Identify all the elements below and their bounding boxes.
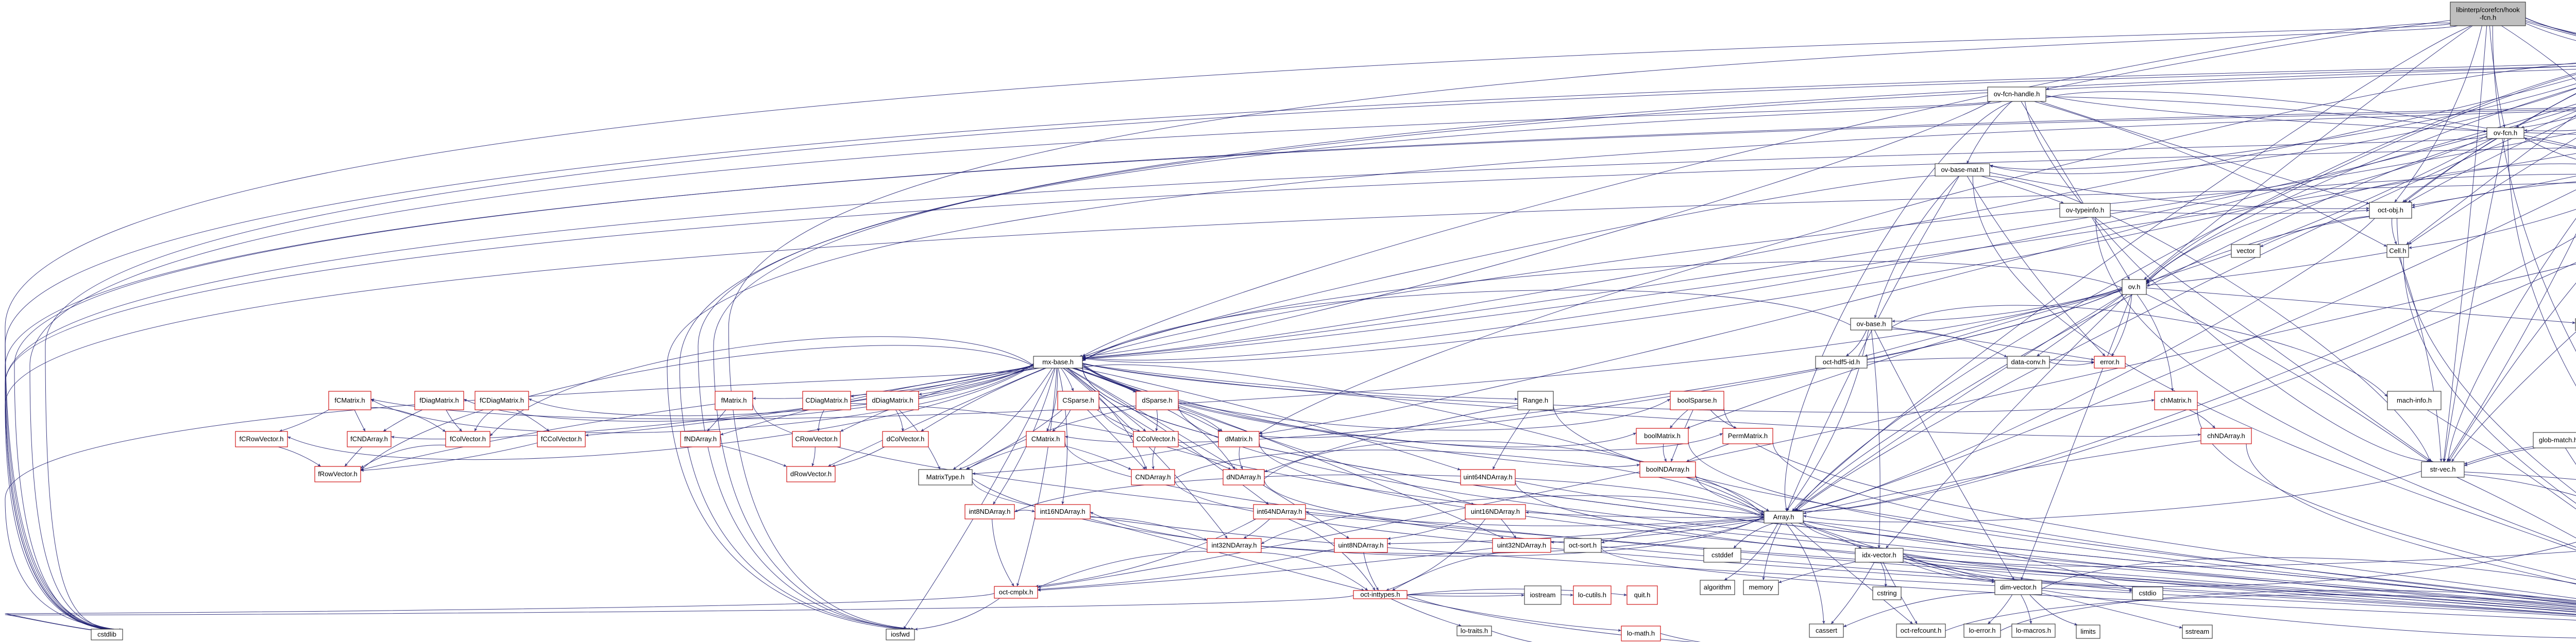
svg-text:dMatrix.h: dMatrix.h	[1225, 435, 1252, 443]
svg-text:algorithm: algorithm	[1704, 583, 1731, 591]
svg-text:CColVector.h: CColVector.h	[1137, 435, 1176, 443]
svg-text:iostream: iostream	[1530, 591, 1556, 599]
svg-text:dNDArray.h: dNDArray.h	[1227, 473, 1261, 481]
svg-text:oct-refcount.h: oct-refcount.h	[1901, 627, 1942, 634]
svg-text:int8NDArray.h: int8NDArray.h	[969, 508, 1011, 515]
svg-text:cstdlib: cstdlib	[97, 631, 116, 638]
svg-text:ov-fcn.h: ov-fcn.h	[2494, 129, 2517, 137]
svg-text:int64NDArray.h: int64NDArray.h	[1257, 508, 1302, 515]
svg-text:lo-traits.h: lo-traits.h	[1461, 627, 1488, 635]
svg-text:uint32NDArray.h: uint32NDArray.h	[1497, 542, 1546, 549]
svg-text:fCNDArray.h: fCNDArray.h	[350, 435, 388, 443]
svg-text:iosfwd: iosfwd	[891, 631, 910, 638]
svg-text:oct-inttypes.h: oct-inttypes.h	[1360, 591, 1400, 598]
svg-text:lo-macros.h: lo-macros.h	[2016, 627, 2051, 634]
svg-text:Array.h: Array.h	[1773, 513, 1794, 521]
svg-text:oct-sort.h: oct-sort.h	[1569, 542, 1597, 549]
svg-text:chMatrix.h: chMatrix.h	[2161, 396, 2192, 404]
svg-text:cstring: cstring	[1877, 589, 1896, 597]
svg-text:boolSparse.h: boolSparse.h	[1677, 396, 1717, 404]
svg-text:lo-math.h: lo-math.h	[1627, 630, 1655, 637]
svg-text:dColVector.h: dColVector.h	[887, 435, 925, 443]
svg-text:quit.h: quit.h	[1634, 591, 1651, 599]
svg-text:cstddef: cstddef	[1711, 551, 1733, 559]
svg-text:ov-typeinfo.h: ov-typeinfo.h	[2066, 206, 2104, 214]
svg-text:sstream: sstream	[2185, 628, 2209, 635]
svg-text:Range.h: Range.h	[1523, 396, 1548, 404]
svg-text:dSparse.h: dSparse.h	[1142, 396, 1172, 404]
svg-text:fDiagMatrix.h: fDiagMatrix.h	[419, 396, 459, 404]
svg-text:boolMatrix.h: boolMatrix.h	[1644, 432, 1681, 440]
svg-text:oct-cmplx.h: oct-cmplx.h	[999, 588, 1033, 596]
svg-text:int32NDArray.h: int32NDArray.h	[1212, 542, 1257, 549]
svg-text:error.h: error.h	[2100, 358, 2120, 366]
svg-text:chNDArray.h: chNDArray.h	[2207, 432, 2245, 440]
svg-text:glob-match.h: glob-match.h	[2539, 436, 2576, 444]
svg-text:dDiagMatrix.h: dDiagMatrix.h	[872, 396, 913, 404]
svg-text:dRowVector.h: dRowVector.h	[790, 470, 832, 478]
svg-text:Cell.h: Cell.h	[2389, 247, 2406, 255]
svg-text:-fcn.h: -fcn.h	[2480, 14, 2497, 22]
svg-text:lo-error.h: lo-error.h	[1969, 627, 1995, 634]
svg-text:data-conv.h: data-conv.h	[2011, 358, 2046, 366]
svg-text:uint8NDArray.h: uint8NDArray.h	[1338, 542, 1384, 549]
svg-text:CDiagMatrix.h: CDiagMatrix.h	[805, 396, 848, 404]
svg-text:limits: limits	[2080, 628, 2096, 635]
svg-text:uint16NDArray.h: uint16NDArray.h	[1471, 508, 1520, 515]
svg-text:boolNDArray.h: boolNDArray.h	[1646, 465, 1689, 473]
svg-text:cstdio: cstdio	[2139, 589, 2157, 597]
svg-text:dim-vector.h: dim-vector.h	[2000, 583, 2037, 591]
svg-text:fRowVector.h: fRowVector.h	[318, 470, 358, 478]
svg-text:ov-base-mat.h: ov-base-mat.h	[1941, 166, 1984, 173]
svg-text:fMatrix.h: fMatrix.h	[721, 396, 747, 404]
svg-text:mx-base.h: mx-base.h	[1042, 358, 1074, 366]
svg-text:CRowVector.h: CRowVector.h	[795, 435, 837, 443]
svg-text:fCMatrix.h: fCMatrix.h	[334, 396, 365, 404]
svg-text:mach-info.h: mach-info.h	[2397, 396, 2432, 404]
svg-text:int16NDArray.h: int16NDArray.h	[1040, 508, 1086, 515]
svg-text:vector: vector	[2236, 247, 2255, 255]
svg-text:fCRowVector.h: fCRowVector.h	[240, 435, 284, 443]
svg-text:CSparse.h: CSparse.h	[1062, 396, 1094, 404]
svg-text:CMatrix.h: CMatrix.h	[1031, 435, 1060, 443]
svg-text:oct-obj.h: oct-obj.h	[2378, 206, 2403, 214]
svg-text:cassert: cassert	[1816, 627, 1837, 634]
svg-text:memory: memory	[1749, 583, 1773, 591]
svg-text:fNDArray.h: fNDArray.h	[684, 435, 717, 443]
svg-text:libinterp/corefcn/hook: libinterp/corefcn/hook	[2456, 6, 2520, 14]
svg-text:uint64NDArray.h: uint64NDArray.h	[1463, 473, 1512, 481]
svg-text:CNDArray.h: CNDArray.h	[1135, 473, 1171, 481]
svg-text:MatrixType.h: MatrixType.h	[926, 473, 964, 481]
svg-text:lo-cutils.h: lo-cutils.h	[1578, 591, 1606, 599]
svg-text:ov-fcn-handle.h: ov-fcn-handle.h	[1994, 90, 2040, 98]
svg-text:fCDiagMatrix.h: fCDiagMatrix.h	[480, 396, 524, 404]
svg-text:fColVector.h: fColVector.h	[450, 435, 486, 443]
svg-text:idx-vector.h: idx-vector.h	[1862, 551, 1896, 559]
svg-text:str-vec.h: str-vec.h	[2430, 465, 2456, 473]
svg-text:ov.h: ov.h	[2128, 283, 2141, 291]
svg-text:fCColVector.h: fCColVector.h	[541, 435, 582, 443]
svg-text:oct-hdf5-id.h: oct-hdf5-id.h	[1823, 358, 1860, 366]
svg-text:ov-base.h: ov-base.h	[1856, 320, 1886, 328]
svg-text:PermMatrix.h: PermMatrix.h	[1728, 432, 1768, 440]
